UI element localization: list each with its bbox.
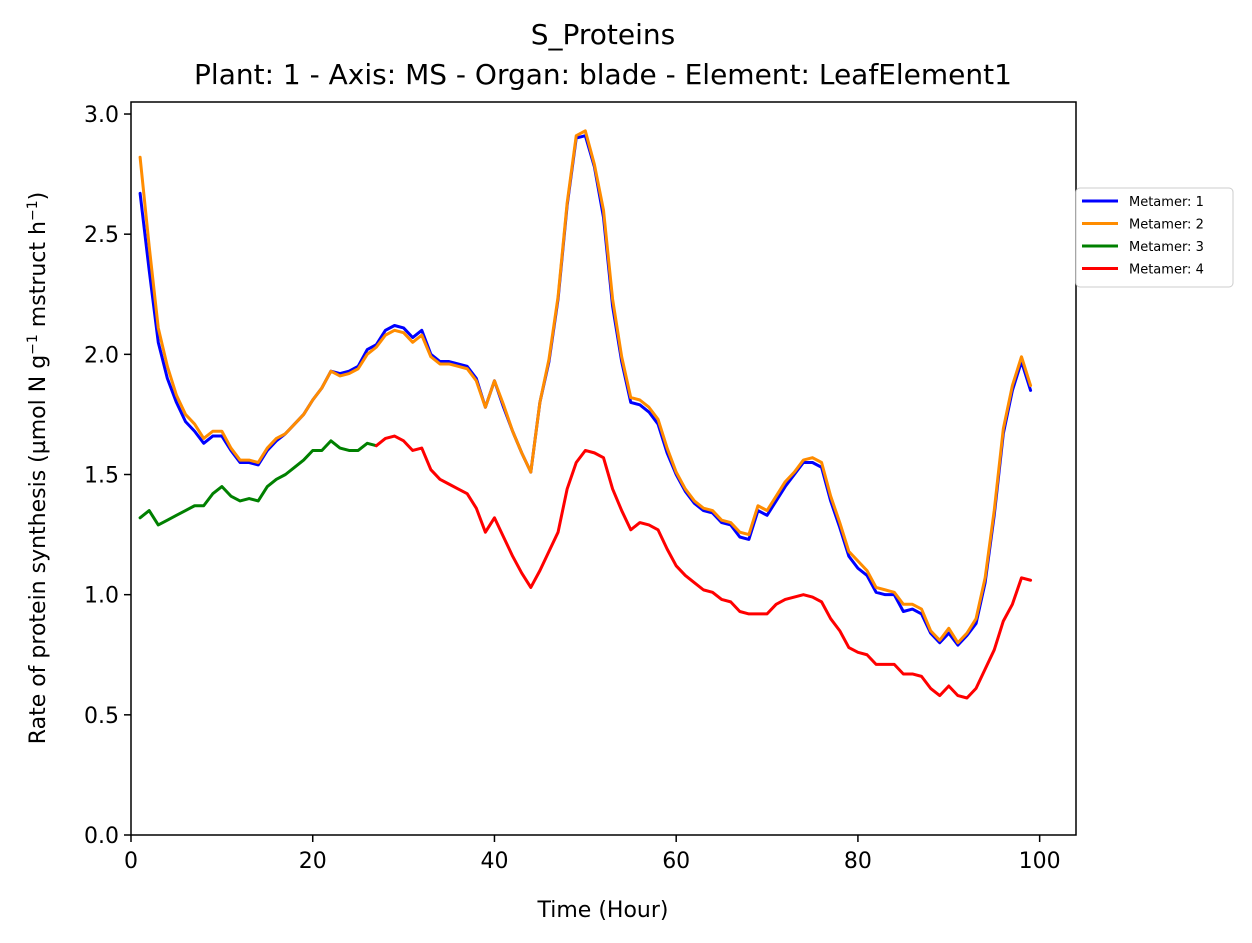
y-tick-label: 3.0 [84,103,119,128]
y-axis-label-exponent-2: −1 [25,200,41,221]
y-tick-label: 1.5 [84,464,119,489]
y-axis-label: Rate of protein synthesis (µmol N g−1 ms… [25,192,51,744]
legend-label: Metamer: 3 [1129,240,1204,255]
x-axis: 0 20 40 60 80 100 [124,835,1061,874]
series-line-4 [374,434,1033,700]
y-axis: 0.0 0.5 1.0 1.5 2.0 2.5 3.0 [84,103,131,849]
x-axis-label: Time (Hour) [537,898,669,923]
legend: Metamer: 1 Metamer: 2 Metamer: 3 Metamer: 4 [1075,187,1234,288]
y-axis-label-exponent-1: −1 [25,334,41,355]
plot-frame [130,101,1077,836]
y-tick-label: 1.0 [84,584,119,609]
legend-label: Metamer: 2 [1129,218,1204,233]
series-line-1 [138,134,1033,647]
x-tick-label: 0 [124,849,138,874]
y-axis-label-main: Rate of protein synthesis (µmol N g [26,355,51,744]
series-line-2 [138,129,1033,645]
chart-title: S_Proteins [531,18,676,51]
x-tick-label: 80 [844,849,872,874]
plot-series-group [138,129,1033,700]
y-axis-label-middle: mstruct h [26,221,51,334]
y-tick-label: 0.5 [84,704,119,729]
y-tick-label: 2.0 [84,343,119,368]
legend-label: Metamer: 1 [1129,195,1204,210]
y-tick-label: 2.5 [84,223,119,248]
legend-label: Metamer: 4 [1129,263,1204,278]
x-tick-label: 40 [480,849,508,874]
x-tick-label: 20 [299,849,327,874]
legend-box [1075,187,1234,288]
series-line-3 [138,439,378,527]
y-tick-label: 0.0 [84,824,119,849]
x-tick-label: 100 [1019,849,1061,874]
x-tick-label: 60 [662,849,690,874]
y-axis-label-end: ) [26,192,51,201]
chart-subtitle: Plant: 1 - Axis: MS - Organ: blade - Ele… [194,58,1012,91]
